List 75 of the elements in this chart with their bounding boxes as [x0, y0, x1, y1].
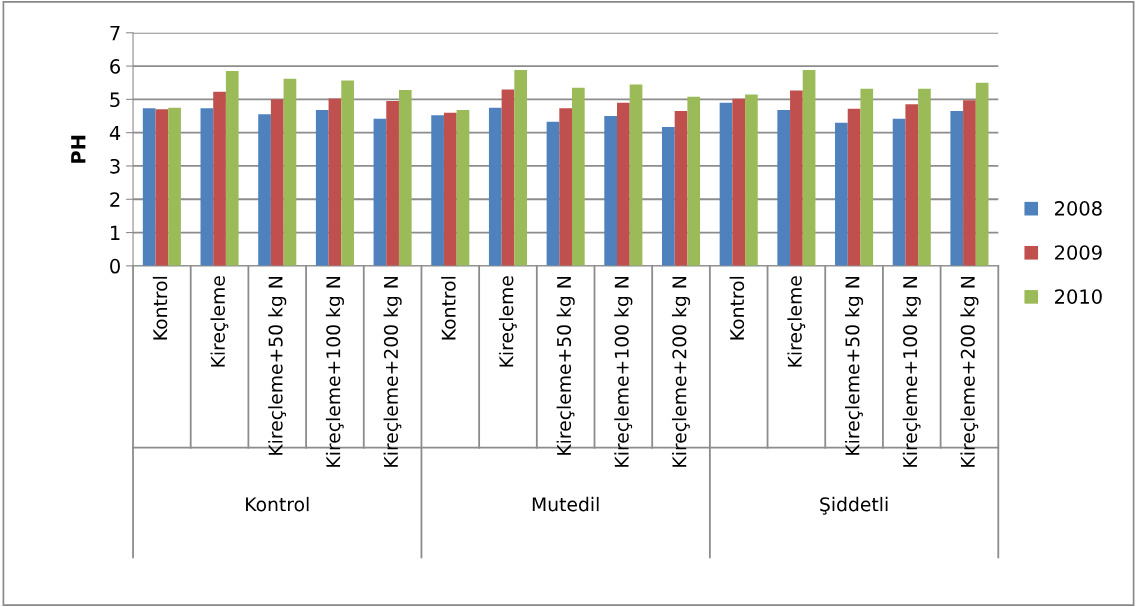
x-tick-label: Kireçleme+100 kg N: [614, 277, 633, 467]
x-tick-label: Kireçleme+50 kg N: [268, 277, 287, 455]
bar: [270, 99, 284, 266]
bar: [501, 89, 515, 266]
bar: [802, 70, 816, 266]
bar: [398, 90, 412, 266]
bar: [559, 108, 572, 266]
y-tick-label: 0: [110, 258, 120, 274]
bar: [225, 71, 239, 266]
bar: [488, 107, 502, 266]
bar: [386, 101, 399, 266]
bar: [258, 114, 271, 266]
bar: [168, 107, 181, 266]
text: Mutedil: [532, 496, 599, 512]
y-tick-label: 4: [109, 125, 121, 141]
bar: [674, 111, 688, 266]
bar: [687, 96, 701, 266]
x-tick-label: Kireçleme: [210, 276, 229, 367]
text: Kontrol: [246, 496, 309, 512]
y-axis-title: PH: [71, 135, 86, 163]
bar: [905, 104, 919, 266]
bar: [200, 108, 214, 266]
bar: [950, 111, 964, 266]
x-tick-label: Kireçleme+100 kg N: [325, 277, 344, 467]
bar: [373, 118, 387, 266]
bar: [629, 84, 643, 266]
bar: [315, 110, 329, 266]
bar: [963, 100, 976, 266]
bar: [847, 108, 861, 266]
y-tick-label: 7: [110, 25, 120, 41]
bar: [283, 78, 297, 266]
x-tick-label: Kontrol: [152, 276, 168, 340]
bar: [790, 90, 803, 266]
bar: [572, 87, 585, 266]
bar: [431, 115, 444, 266]
y-tick-label: 3: [110, 158, 120, 174]
x-tick-label: Kireçleme+50 kg N: [845, 277, 864, 455]
y-tick-label: 5: [110, 92, 120, 108]
x-tick-label: Kireçleme+100 kg N: [902, 277, 921, 467]
bar: [892, 118, 906, 266]
bar: [918, 88, 931, 266]
bar: [745, 94, 758, 266]
bar: [719, 102, 733, 266]
bar: [835, 122, 848, 266]
x-tick-label: Kireçleme+200 kg N: [960, 277, 979, 467]
y-tick-label: 1: [110, 225, 120, 240]
bar: [456, 110, 470, 266]
bar: [155, 109, 169, 266]
bar: [443, 112, 457, 266]
bar: [860, 88, 874, 266]
bar: [604, 116, 617, 266]
bar: [546, 121, 560, 266]
bar: [975, 82, 989, 266]
bar: [142, 108, 156, 266]
legend-label: 2009: [1055, 245, 1102, 260]
x-tick-label: Kireçleme+200 kg N: [671, 277, 691, 467]
legend-label: 2008: [1055, 201, 1102, 216]
bar: [617, 102, 630, 266]
x-tick-label: Kontrol: [441, 276, 456, 340]
x-tick-label: Kireçleme+200 kg N: [383, 277, 402, 467]
bar: [732, 98, 746, 266]
bar: [328, 98, 342, 266]
legend-label: 2010: [1055, 289, 1102, 304]
y-tick-label: 2: [110, 192, 120, 207]
y-tick-label: 6: [110, 59, 120, 74]
text: Şiddetli: [820, 496, 888, 515]
x-tick-label: Kontrol: [729, 276, 745, 340]
bar: [514, 70, 528, 266]
x-tick-label: Kireçleme+50 kg N: [556, 277, 575, 455]
bar: [661, 127, 675, 266]
x-tick-label: Kireçleme: [498, 276, 517, 367]
bar: [213, 91, 226, 266]
bar: [777, 110, 791, 266]
x-tick-label: Kireçleme: [787, 276, 806, 367]
bar: [341, 80, 354, 266]
